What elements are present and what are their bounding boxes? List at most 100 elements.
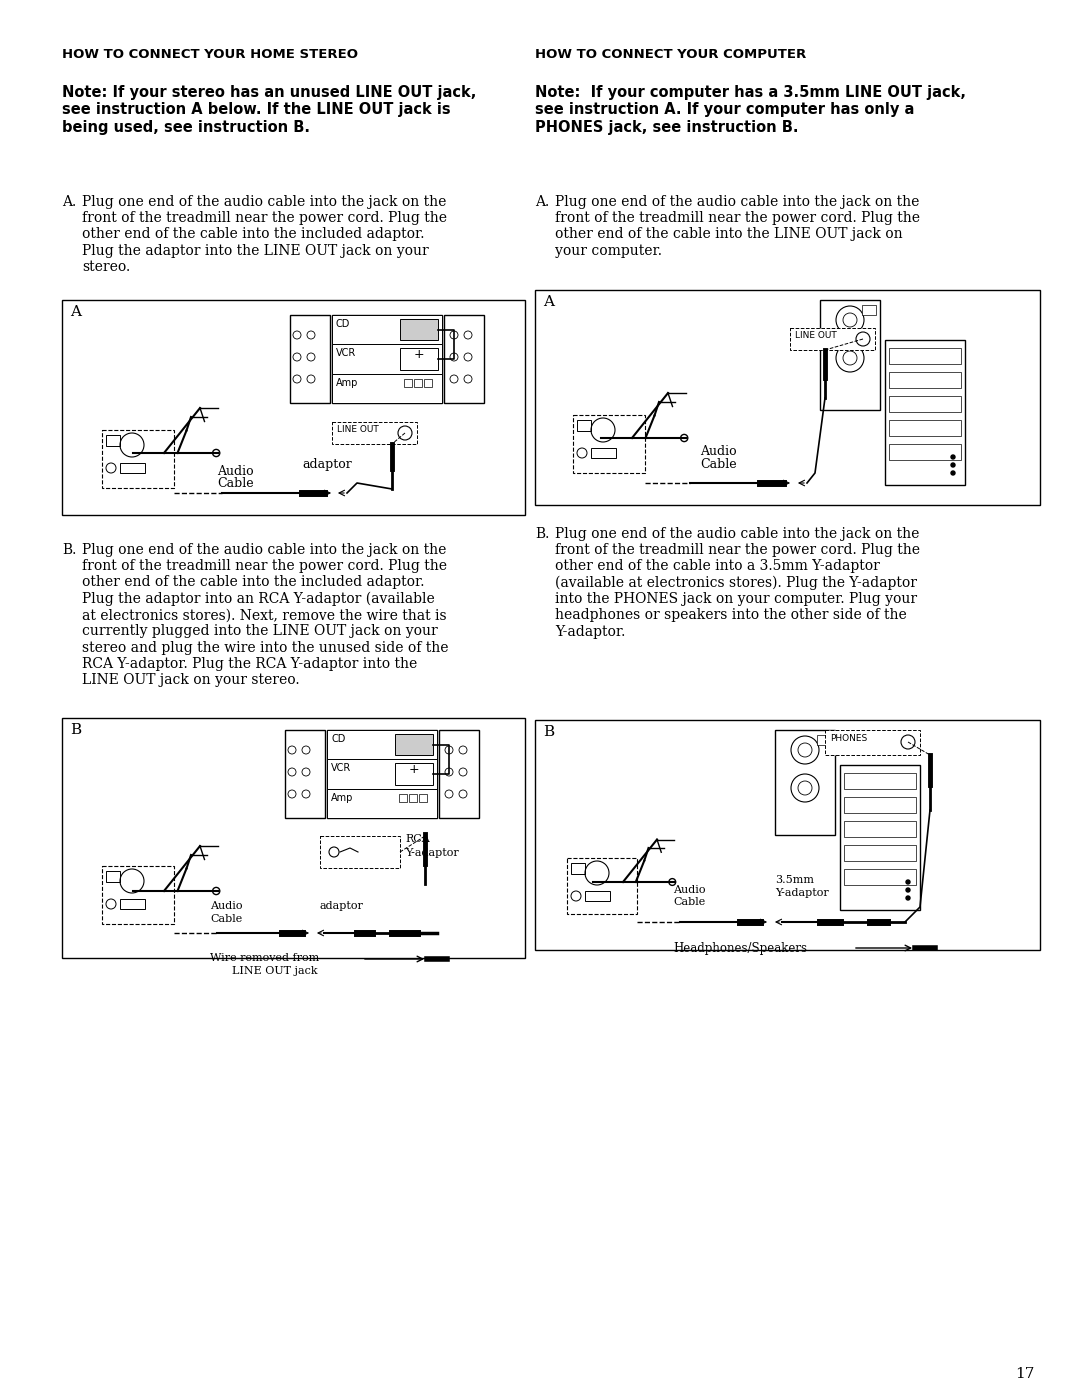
Bar	[567, 858, 637, 914]
Text: B: B	[543, 725, 554, 739]
Bar	[404, 379, 411, 387]
Bar	[285, 731, 325, 819]
Bar	[843, 821, 916, 837]
Text: A.: A.	[62, 196, 77, 210]
Text: 3.5mm: 3.5mm	[775, 875, 814, 886]
Bar	[843, 869, 916, 886]
Bar	[291, 314, 330, 402]
Bar	[120, 900, 145, 909]
Bar	[444, 314, 484, 402]
Bar	[409, 793, 417, 802]
Text: Audio: Audio	[700, 446, 737, 458]
Text: B.: B.	[535, 527, 550, 541]
Bar	[789, 328, 875, 351]
Text: adaptor: adaptor	[302, 458, 352, 471]
Bar	[825, 731, 920, 754]
Text: Audio: Audio	[217, 465, 254, 478]
Text: Cable: Cable	[210, 914, 242, 923]
Text: A: A	[543, 295, 554, 309]
Text: Amp: Amp	[330, 792, 353, 803]
Bar	[400, 319, 438, 341]
Text: Audio: Audio	[673, 886, 705, 895]
Bar	[102, 430, 174, 488]
Circle shape	[951, 455, 955, 460]
Bar	[106, 434, 120, 446]
Bar	[577, 420, 591, 432]
Bar	[843, 773, 916, 789]
Text: 17: 17	[1015, 1368, 1035, 1382]
Bar	[332, 422, 417, 444]
Bar	[843, 845, 916, 861]
Bar	[327, 731, 437, 819]
Text: Y-adaptor: Y-adaptor	[405, 848, 459, 858]
Text: Amp: Amp	[336, 377, 359, 387]
Text: Audio: Audio	[210, 901, 243, 911]
Circle shape	[906, 888, 910, 893]
Text: LINE OUT: LINE OUT	[795, 331, 837, 339]
Bar	[820, 300, 880, 409]
Bar	[332, 314, 442, 344]
Text: adaptor: adaptor	[320, 901, 364, 911]
Text: LINE OUT jack: LINE OUT jack	[232, 965, 318, 977]
Bar	[424, 379, 432, 387]
Text: HOW TO CONNECT YOUR HOME STEREO: HOW TO CONNECT YOUR HOME STEREO	[62, 47, 357, 61]
Bar	[327, 731, 437, 760]
Bar	[399, 793, 407, 802]
Bar	[889, 348, 961, 365]
Bar	[889, 444, 961, 460]
Circle shape	[951, 471, 955, 475]
Text: Note: If your stereo has an unused LINE OUT jack,
see instruction A below. If th: Note: If your stereo has an unused LINE …	[62, 85, 476, 134]
Text: A.: A.	[535, 196, 550, 210]
Text: A: A	[70, 305, 81, 319]
Bar	[332, 314, 442, 402]
Text: Headphones/Speakers: Headphones/Speakers	[673, 942, 807, 956]
Bar	[320, 835, 400, 868]
Text: Wire removed from: Wire removed from	[210, 953, 320, 963]
Bar	[816, 735, 831, 745]
Bar	[573, 415, 645, 474]
Bar	[102, 866, 174, 923]
Text: PHONES: PHONES	[831, 733, 867, 743]
Bar	[591, 448, 616, 458]
Text: Cable: Cable	[700, 458, 737, 471]
Bar	[889, 420, 961, 436]
Text: Note:  If your computer has a 3.5mm LINE OUT jack,
see instruction A. If your co: Note: If your computer has a 3.5mm LINE …	[535, 85, 966, 134]
Bar	[862, 305, 876, 314]
Bar	[775, 731, 835, 835]
Bar	[332, 344, 442, 373]
Bar	[62, 718, 525, 958]
Bar	[535, 719, 1040, 950]
Bar	[889, 372, 961, 388]
Bar	[327, 789, 437, 819]
Bar	[395, 733, 433, 756]
Text: Y-adaptor: Y-adaptor	[775, 888, 828, 898]
Bar	[120, 462, 145, 474]
Bar	[840, 766, 920, 909]
Bar	[332, 373, 442, 402]
Text: CD: CD	[336, 319, 350, 330]
Bar	[535, 291, 1040, 504]
Text: +: +	[408, 763, 419, 777]
Bar	[327, 760, 437, 789]
Text: HOW TO CONNECT YOUR COMPUTER: HOW TO CONNECT YOUR COMPUTER	[535, 47, 807, 61]
Text: CD: CD	[330, 733, 346, 745]
Text: Plug one end of the audio cable into the jack on the
front of the treadmill near: Plug one end of the audio cable into the…	[82, 196, 447, 274]
Bar	[585, 891, 610, 901]
Text: Plug one end of the audio cable into the jack on the
front of the treadmill near: Plug one end of the audio cable into the…	[82, 543, 448, 687]
Bar	[889, 395, 961, 412]
Text: LINE OUT: LINE OUT	[337, 425, 379, 434]
Text: Plug one end of the audio cable into the jack on the
front of the treadmill near: Plug one end of the audio cable into the…	[555, 527, 920, 638]
Circle shape	[906, 895, 910, 900]
Bar	[400, 348, 438, 370]
Bar	[571, 863, 585, 875]
Bar	[843, 798, 916, 813]
Bar	[438, 731, 480, 819]
Bar	[885, 339, 966, 485]
Bar	[414, 379, 422, 387]
Bar	[419, 793, 427, 802]
Text: Cable: Cable	[673, 897, 705, 907]
Text: +: +	[414, 348, 424, 362]
Text: Cable: Cable	[217, 476, 254, 490]
Circle shape	[951, 462, 955, 467]
Text: B.: B.	[62, 543, 77, 557]
